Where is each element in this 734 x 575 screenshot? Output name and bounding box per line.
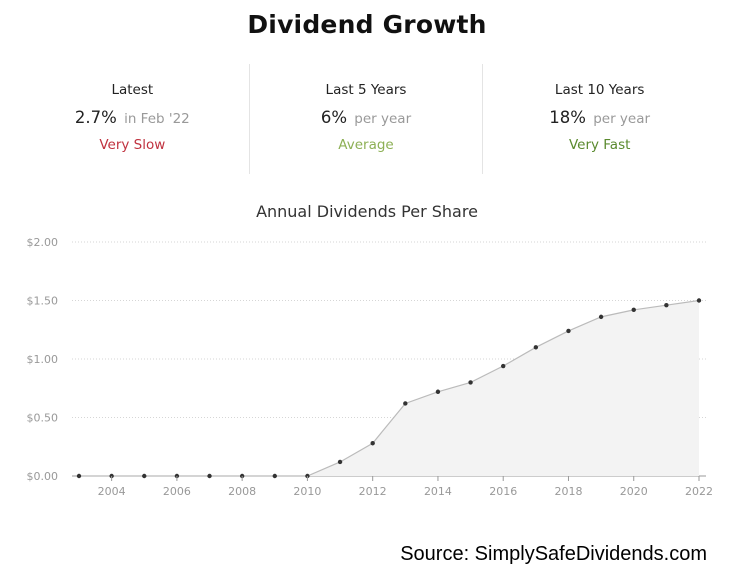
- data-point: [533, 345, 539, 350]
- data-point: [403, 401, 408, 406]
- stat-number: 6%: [320, 108, 348, 127]
- x-tick-label: 2016: [489, 485, 517, 498]
- x-tick-label: 2022: [685, 485, 713, 498]
- x-tick-label: 2010: [293, 485, 321, 498]
- data-point: [142, 473, 147, 479]
- stat-suffix: per year: [354, 111, 412, 127]
- stat-value: 6% per year: [250, 108, 483, 127]
- y-tick-label: $0.00: [27, 470, 59, 483]
- x-tick-label: 2018: [554, 485, 582, 498]
- data-point: [370, 441, 375, 446]
- x-tick-label: 2004: [98, 485, 126, 498]
- y-tick-label: $1.50: [27, 295, 59, 308]
- x-tick-label: 2006: [163, 485, 191, 498]
- stat-last-5-years: Last 5 Years 6% per year Average: [248, 64, 483, 174]
- page-title: Dividend Growth: [247, 10, 487, 39]
- series-line: [79, 299, 700, 477]
- stat-last-10-years: Last 10 Years 18% per year Very Fast: [482, 64, 716, 174]
- stat-rating: Very Fast: [568, 137, 631, 153]
- stat-suffix: in Feb '22: [124, 111, 190, 127]
- data-point: [598, 314, 604, 320]
- data-point: [631, 307, 636, 313]
- data-point: [76, 473, 82, 479]
- y-tick-label: $0.50: [27, 412, 59, 425]
- data-point: [435, 389, 441, 394]
- chart-title: Annual Dividends Per Share: [256, 202, 478, 221]
- data-point: [207, 473, 212, 479]
- y-tick-label: $2.00: [27, 236, 59, 249]
- x-tick-label: 2014: [424, 485, 452, 498]
- data-point: [272, 473, 277, 479]
- data-point: [337, 459, 343, 465]
- stat-value: 2.7% in Feb '22: [16, 108, 249, 127]
- x-tick-label: 2012: [359, 485, 387, 498]
- stat-number: 2.7%: [74, 108, 117, 127]
- x-tick-label: 2008: [228, 485, 256, 498]
- data-point: [468, 380, 473, 385]
- dividend-stats: Latest 2.7% in Feb '22 Very Slow Last 5 …: [16, 64, 716, 174]
- data-point: [566, 328, 571, 334]
- stat-rating: Average: [338, 137, 394, 153]
- data-point: [696, 298, 702, 303]
- area-fill: [79, 300, 699, 476]
- stat-suffix: per year: [593, 111, 651, 127]
- y-tick-label: $1.00: [27, 353, 59, 366]
- stat-rating: Very Slow: [99, 137, 166, 153]
- stat-label: Latest: [111, 82, 154, 98]
- stat-latest: Latest 2.7% in Feb '22 Very Slow: [16, 64, 249, 174]
- stat-label: Last 10 Years: [554, 82, 645, 98]
- x-tick-label: 2020: [620, 485, 648, 498]
- stat-label: Last 5 Years: [325, 82, 407, 98]
- source-credit: Source: SimplySafeDividends.com: [400, 543, 707, 565]
- data-point: [664, 302, 669, 308]
- data-point: [501, 363, 506, 369]
- stat-value: 18% per year: [483, 108, 716, 127]
- stat-number: 18%: [549, 108, 586, 127]
